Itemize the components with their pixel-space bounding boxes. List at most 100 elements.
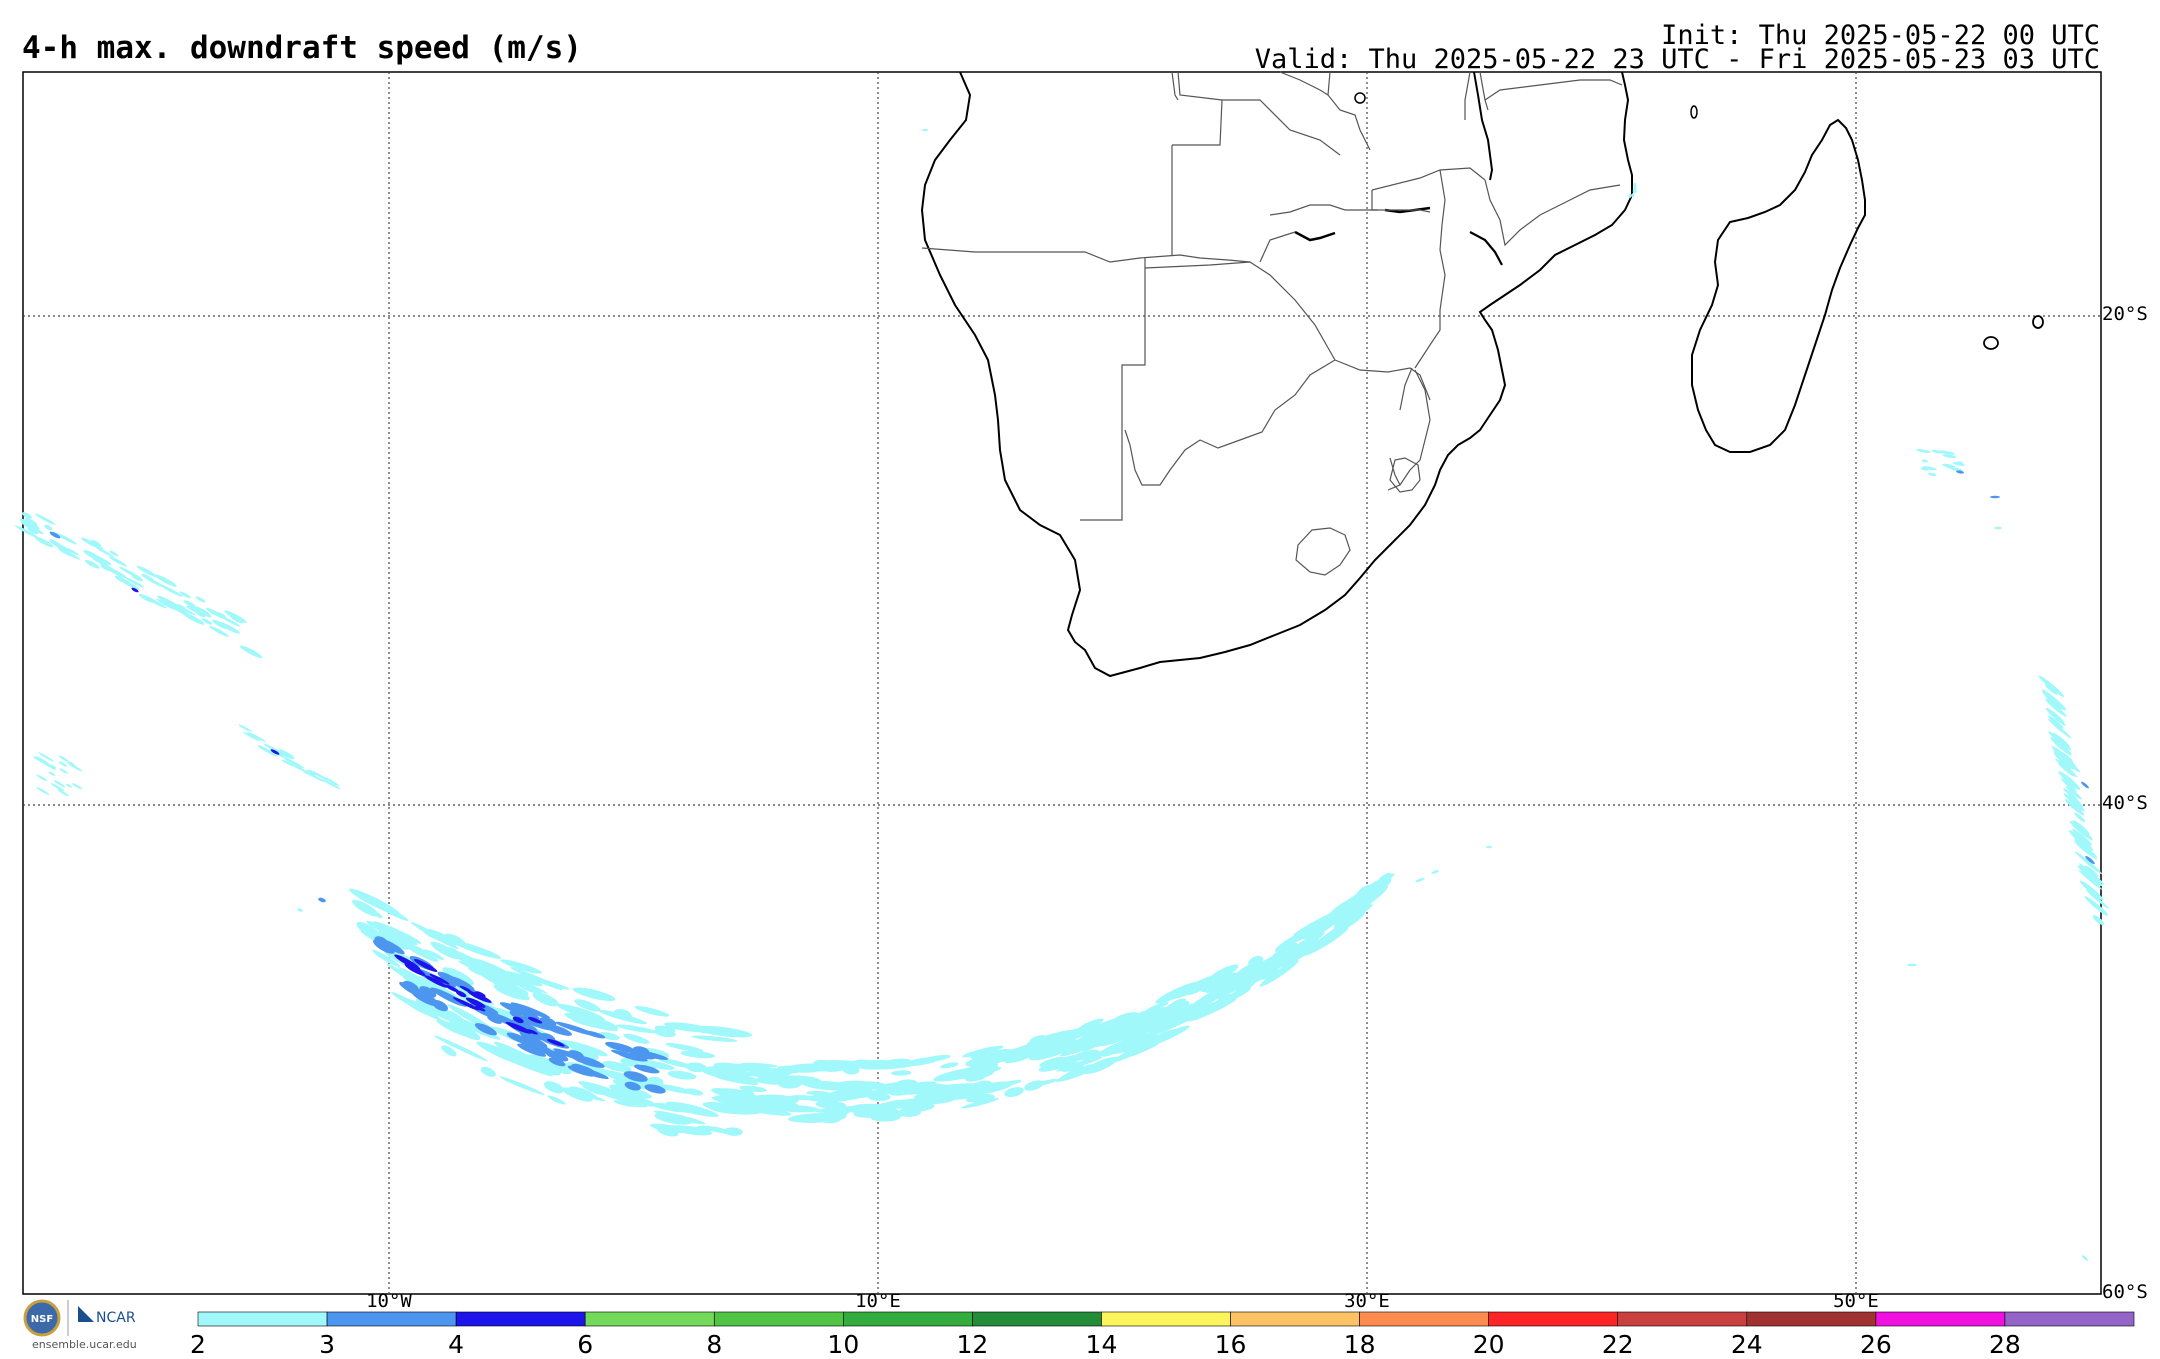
downdraft-streak [1193,995,1214,1006]
downdraft-streak [1990,495,2000,499]
colorbar-swatch [584,1311,715,1327]
downdraft-streak [1259,959,1299,987]
downdraft-streak [2060,751,2074,763]
africa-coastline [920,71,1633,678]
map-title: 4-h max. downdraft speed (m/s) [22,30,582,66]
downdraft-streak [284,753,295,760]
downdraft-streak [630,1051,655,1060]
downdraft-streak [2074,851,2103,875]
downdraft-streak [54,532,78,545]
downdraft-streak [224,624,240,633]
downdraft-streak [321,778,341,790]
downdraft-streak [444,933,466,947]
downdraft-streak [512,1016,524,1024]
downdraft-streak [815,1106,866,1113]
nsf-ncar-logo: NSF NCAR [23,1299,136,1337]
downdraft-streak [493,1041,545,1068]
downdraft-streak [968,1081,1013,1095]
colorbar-swatch [972,1311,1102,1327]
downdraft-streak [405,999,439,1018]
downdraft-streak [2081,1255,2089,1261]
downdraft-streak [609,1084,652,1099]
downdraft-streak [816,1060,855,1067]
downdraft-streak [455,990,467,998]
downdraft-streak [136,565,157,577]
downdraft-streak [891,1070,912,1076]
downdraft-streak [616,1051,648,1062]
downdraft-streak [515,1015,553,1031]
downdraft-streak [179,591,191,599]
downdraft-streak [844,1084,862,1092]
downdraft-streak [50,783,65,792]
downdraft-streak [2074,838,2098,859]
downdraft-streak [281,759,295,767]
colorbar-swatch [713,1311,844,1327]
colorbar-tick-label: 12 [956,1330,989,1359]
downdraft-streak [903,1057,940,1067]
downdraft-streak [623,1071,648,1082]
downdraft-streak [44,524,53,531]
downdraft-streak [49,540,72,553]
downdraft-streak [60,549,81,560]
downdraft-streak [1337,890,1379,923]
downdraft-streak [1038,1054,1083,1072]
downdraft-streak [556,1003,605,1021]
downdraft-streak [960,1098,1000,1109]
downdraft-streak [475,991,486,998]
colorbar-tick-label: 14 [1085,1330,1118,1359]
downdraft-streak [465,997,486,1008]
downdraft-streak [1956,470,1964,474]
downdraft-streak [2038,675,2065,698]
downdraft-streak [243,731,261,742]
downdraft-streak [26,521,40,530]
lon-label-30e: 30°E [1344,1290,1390,1312]
colorbar-swatch [326,1311,457,1327]
colorbar-tick-label: 16 [1214,1330,1247,1359]
ncar-text: NCAR [96,1310,136,1326]
downdraft-streak [843,1066,860,1075]
downdraft-streak [1415,877,1425,883]
downdraft-streak [356,921,383,941]
downdraft-streak [1034,1078,1058,1087]
downdraft-streak [442,967,475,986]
downdraft-streak [980,1050,1033,1066]
downdraft-streak [58,761,68,767]
downdraft-streak [1024,1080,1044,1091]
downdraft-streak [305,769,316,776]
downdraft-streak [517,1043,547,1057]
downdraft-streak [2063,788,2079,801]
downdraft-streak [527,1016,543,1024]
downdraft-streak [239,645,263,659]
downdraft-streak [131,587,139,593]
downdraft-streak [83,538,104,550]
downdraft-streak [714,1075,759,1085]
downdraft-streak [1631,193,1635,198]
downdraft-streak [1945,465,1953,469]
downdraft-streak [1952,462,1965,466]
downdraft-streak [188,604,200,612]
colorbar-tick-label: 4 [448,1330,465,1359]
downdraft-streak [1166,998,1187,1011]
colorbar-swatch [1617,1311,1748,1327]
downdraft-streak [467,990,492,1003]
downdraft-streak [475,1005,486,1012]
downdraft-streak [2062,775,2077,789]
downdraft-streak [2060,778,2077,792]
downdraft-streak [92,555,109,565]
downdraft-streak [922,128,928,132]
downdraft-streak [474,1023,497,1036]
downdraft-streak [176,604,186,611]
downdraft-streak [685,1062,707,1073]
downdraft-streak [2079,880,2104,901]
downdraft-streak [2071,823,2087,836]
downdraft-streak [48,771,56,776]
downdraft-streak [1333,903,1372,932]
downdraft-streak [96,547,114,557]
downdraft-streak [439,1020,467,1034]
downdraft-streak [820,1064,845,1072]
downdraft-streak [238,724,252,732]
downdraft-streak [2090,900,2108,915]
downdraft-streak [1214,965,1259,993]
downdraft-streak [598,1032,620,1041]
downdraft-streak [850,1059,874,1068]
